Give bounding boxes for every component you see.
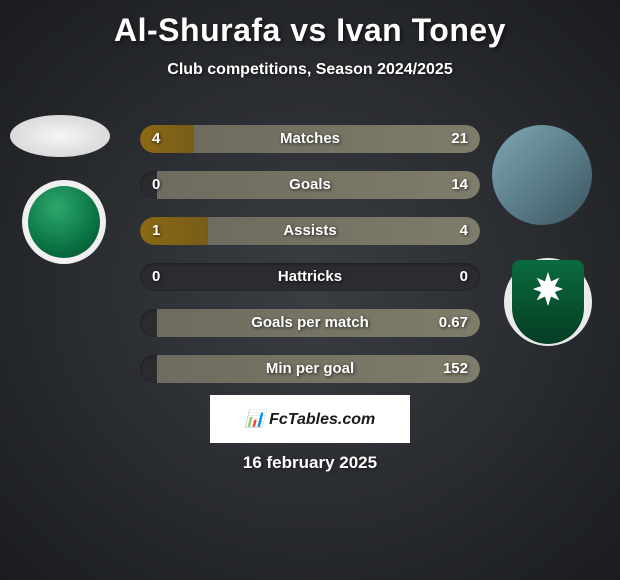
stat-label: Goals per match (140, 309, 480, 337)
footer-date: 16 february 2025 (0, 453, 620, 473)
player-avatar-right (492, 125, 592, 225)
stat-label: Assists (140, 217, 480, 245)
club-logo-left (22, 180, 106, 264)
club-logo-left-inner (28, 186, 100, 258)
club-logo-right-inner (512, 260, 584, 344)
stat-row: 1Assists4 (140, 217, 480, 245)
stat-label: Goals (140, 171, 480, 199)
page-subtitle: Club competitions, Season 2024/2025 (0, 61, 620, 79)
stat-row: Goals per match0.67 (140, 309, 480, 337)
stat-label: Matches (140, 125, 480, 153)
stat-value-right: 4 (460, 217, 468, 245)
stat-label: Hattricks (140, 263, 480, 291)
stat-value-right: 21 (451, 125, 468, 153)
stat-label: Min per goal (140, 355, 480, 383)
stat-row: 4Matches21 (140, 125, 480, 153)
stats-container: 4Matches210Goals141Assists40Hattricks0Go… (140, 125, 480, 401)
stat-value-right: 14 (451, 171, 468, 199)
stat-row: 0Goals14 (140, 171, 480, 199)
stat-value-right: 0 (460, 263, 468, 291)
watermark: 📊 FcTables.com (210, 395, 410, 443)
club-logo-right (504, 258, 592, 346)
stat-row: 0Hattricks0 (140, 263, 480, 291)
player-avatar-left (10, 115, 110, 157)
page-title: Al-Shurafa vs Ivan Toney (0, 0, 620, 49)
stat-value-right: 0.67 (439, 309, 468, 337)
stat-value-right: 152 (443, 355, 468, 383)
stat-row: Min per goal152 (140, 355, 480, 383)
